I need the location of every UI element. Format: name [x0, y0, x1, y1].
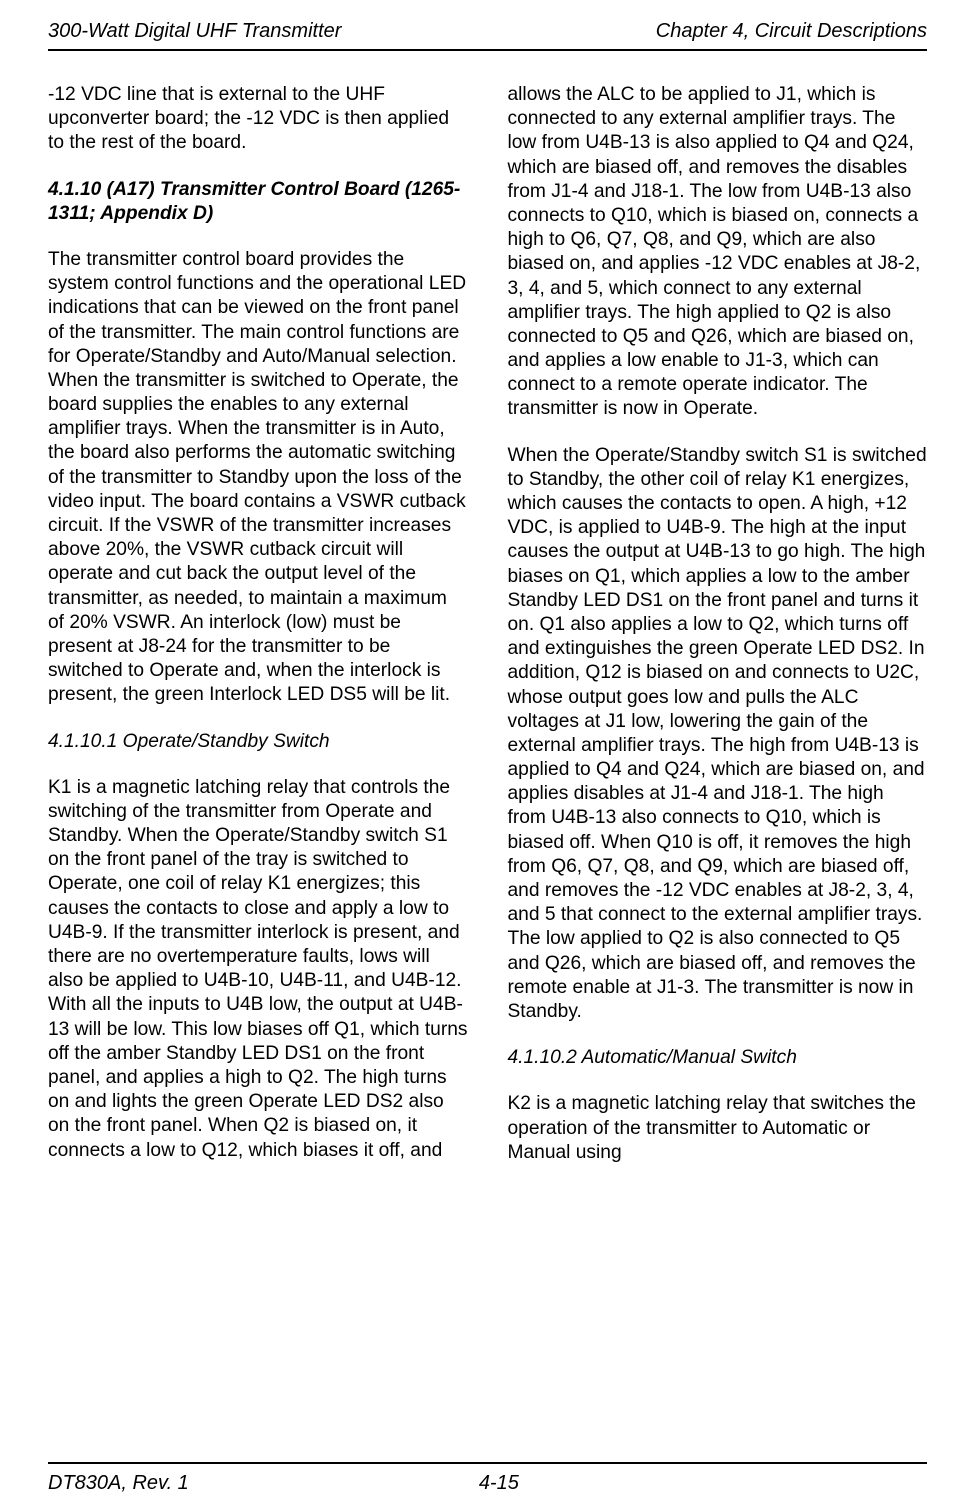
header-right: Chapter 4, Circuit Descriptions	[656, 20, 927, 43]
subsection-heading-4-1-10-2: 4.1.10.2 Automatic/Manual Switch	[508, 1046, 928, 1070]
page-footer: DT830A, Rev. 1 4-15	[48, 1462, 927, 1495]
header-left: 300-Watt Digital UHF Transmitter	[48, 20, 341, 43]
carryover-paragraph: -12 VDC line that is external to the UHF…	[48, 83, 468, 156]
section-4-1-10-paragraph: The transmitter control board provides t…	[48, 248, 468, 708]
subsection-4-1-10-2-paragraph: K2 is a magnetic latching relay that swi…	[508, 1092, 928, 1165]
page-header: 300-Watt Digital UHF Transmitter Chapter…	[48, 20, 927, 51]
section-heading-4-1-10: 4.1.10 (A17) Transmitter Control Board (…	[48, 178, 468, 226]
footer-page-number: 4-15	[479, 1472, 519, 1495]
footer-left: DT830A, Rev. 1	[48, 1472, 189, 1495]
body-columns: -12 VDC line that is external to the UHF…	[48, 83, 927, 1438]
subsection-4-1-10-1-paragraph-2: When the Operate/Standby switch S1 is sw…	[508, 444, 928, 1025]
subsection-heading-4-1-10-1: 4.1.10.1 Operate/Standby Switch	[48, 730, 468, 754]
